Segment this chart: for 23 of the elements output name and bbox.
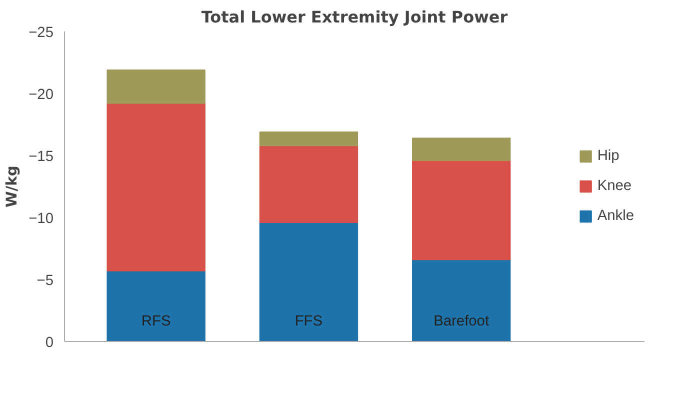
bar (412, 138, 511, 161)
legend-label: Hip (597, 148, 620, 164)
bar (259, 222, 358, 342)
y-tick-label: −15 (28, 149, 54, 165)
y-tick-label: −10 (28, 211, 54, 227)
x-tick-label: Barefoot (434, 314, 490, 330)
y-axis-title: W/kg (4, 166, 21, 208)
bar (412, 259, 511, 342)
y-tick-label: −20 (28, 87, 54, 103)
bar (106, 102, 206, 272)
bar (259, 145, 358, 223)
bar (106, 270, 206, 342)
x-tick-label: FFS (294, 314, 323, 330)
bar (259, 131, 358, 146)
x-tick-label: RFS (141, 314, 171, 330)
y-tick-label: 0 (45, 335, 54, 351)
bar (106, 69, 206, 104)
legend-label: Knee (597, 178, 632, 194)
y-tick-label: −5 (36, 273, 54, 289)
legend-label: Ankle (597, 208, 634, 224)
y-tick-label: −25 (28, 25, 54, 41)
chart-title: Total Lower Extremity Joint Power (201, 8, 508, 26)
bar (412, 160, 511, 260)
